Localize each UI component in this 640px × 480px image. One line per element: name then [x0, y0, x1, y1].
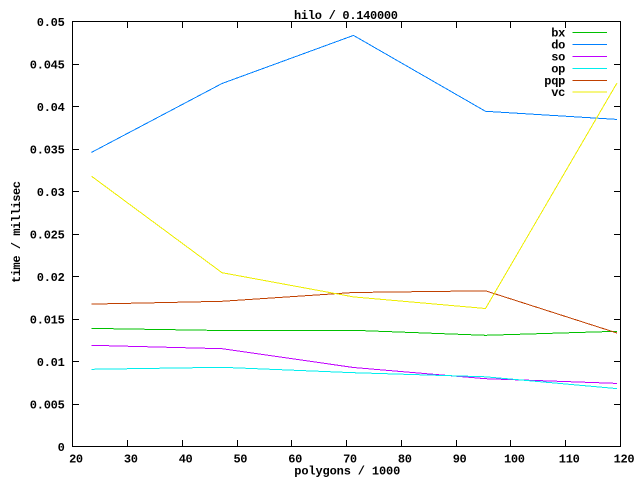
svg-text:0.01: 0.01: [37, 356, 65, 370]
svg-text:so: so: [551, 51, 565, 65]
svg-text:100: 100: [504, 453, 525, 467]
svg-text:polygons / 1000: polygons / 1000: [294, 465, 400, 479]
svg-text:20: 20: [69, 453, 83, 467]
svg-text:bx: bx: [551, 27, 565, 41]
svg-text:0.03: 0.03: [37, 186, 65, 200]
svg-text:vc: vc: [551, 86, 565, 100]
svg-text:40: 40: [179, 453, 193, 467]
svg-text:0: 0: [58, 441, 65, 455]
svg-text:50: 50: [234, 453, 248, 467]
svg-text:0.005: 0.005: [30, 399, 65, 413]
svg-text:time / millisec: time / millisec: [10, 181, 24, 283]
svg-text:30: 30: [124, 453, 138, 467]
svg-text:0.02: 0.02: [37, 271, 65, 285]
svg-text:hilo / 0.140000: hilo / 0.140000: [294, 9, 398, 23]
svg-text:110: 110: [559, 453, 580, 467]
svg-text:pqp: pqp: [544, 74, 565, 88]
svg-text:0.015: 0.015: [30, 314, 65, 328]
svg-text:op: op: [551, 62, 565, 76]
svg-text:0.04: 0.04: [37, 101, 65, 115]
svg-text:120: 120: [614, 453, 635, 467]
svg-text:60: 60: [288, 453, 302, 467]
svg-text:0.035: 0.035: [30, 144, 65, 158]
svg-text:0.025: 0.025: [30, 229, 65, 243]
svg-text:0.05: 0.05: [37, 16, 65, 30]
svg-text:0.045: 0.045: [30, 59, 65, 73]
svg-text:80: 80: [398, 453, 412, 467]
svg-text:do: do: [551, 39, 565, 53]
svg-text:70: 70: [343, 453, 357, 467]
svg-text:90: 90: [453, 453, 467, 467]
